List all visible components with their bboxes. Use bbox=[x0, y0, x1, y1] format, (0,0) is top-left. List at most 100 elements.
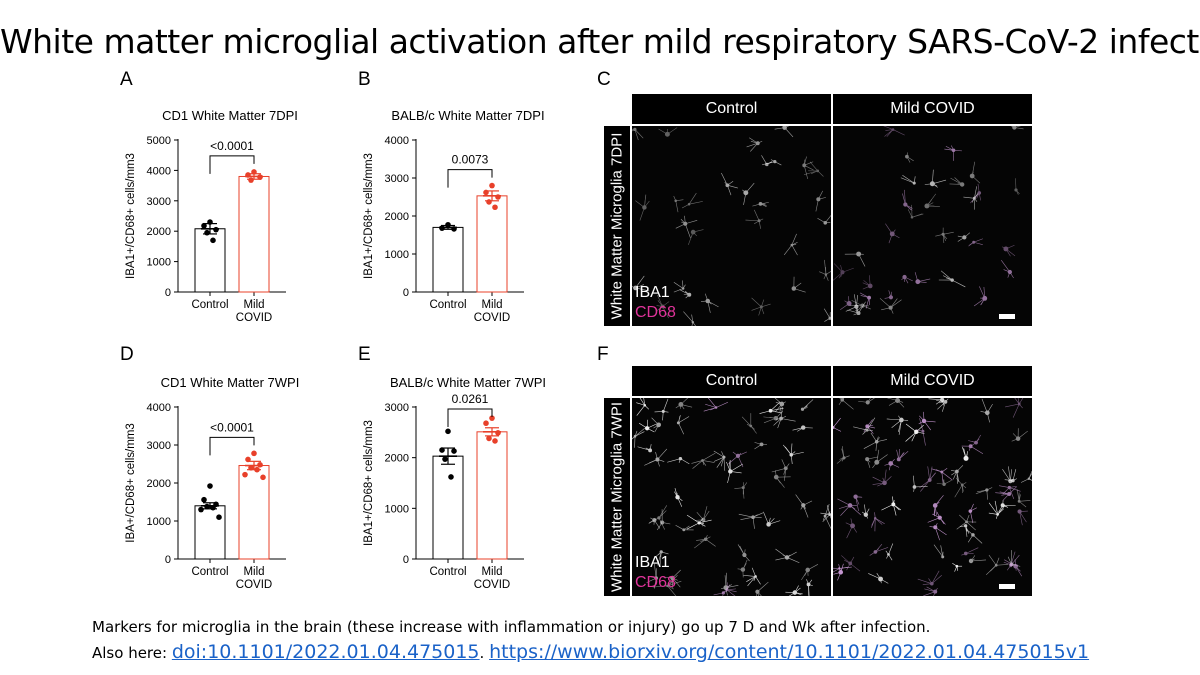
microglia-cell bbox=[1001, 259, 1014, 279]
microglia-cell bbox=[879, 298, 902, 314]
p-value-label: 0.0073 bbox=[452, 153, 489, 167]
panel-letter-a: A bbox=[120, 69, 133, 90]
side-label-text: White Matter Microglia 7DPI bbox=[608, 132, 626, 320]
microglia-cell bbox=[700, 293, 719, 313]
microglia-cell bbox=[681, 192, 703, 209]
microglia-cell bbox=[1002, 244, 1016, 257]
microglia-cell bbox=[823, 308, 831, 322]
chart-b: BALB/c White Matter 7DPI IBA1+/CD68+ cell… bbox=[363, 108, 545, 324]
biorxiv-link[interactable]: https://www.biorxiv.org/content/10.1101/… bbox=[489, 641, 1090, 663]
microglia-cell bbox=[907, 204, 924, 219]
microglia-cell bbox=[923, 586, 938, 596]
microglia-cell bbox=[931, 467, 953, 483]
panel-letter-e: E bbox=[358, 344, 371, 365]
microglia-cell bbox=[1007, 550, 1021, 567]
stain-label-iba1: IBA1 bbox=[635, 554, 670, 571]
microglia-cell bbox=[638, 419, 657, 433]
microglia-cell bbox=[663, 569, 681, 588]
x-tick-label: Control bbox=[191, 299, 228, 311]
microglia-cell bbox=[802, 156, 814, 179]
chart-title: CD1 White Matter 7DPI bbox=[162, 108, 298, 123]
microglia-cell bbox=[754, 442, 767, 450]
data-point bbox=[210, 504, 216, 511]
x-tick-label: COVID bbox=[236, 579, 272, 591]
data-point bbox=[210, 237, 216, 244]
panel-letter-c: C bbox=[597, 69, 611, 90]
microglia-cell bbox=[965, 528, 983, 544]
data-point bbox=[486, 199, 492, 205]
microglia-cell bbox=[900, 175, 916, 185]
x-tick-label: COVID bbox=[474, 579, 510, 591]
microglia-cell bbox=[1014, 178, 1020, 195]
microglia-cell bbox=[936, 479, 952, 486]
microglia-cell bbox=[836, 446, 850, 464]
microglia-cell bbox=[918, 411, 936, 431]
microglia-cell bbox=[885, 543, 894, 561]
microglia-cell bbox=[924, 169, 947, 188]
microglia-cell bbox=[859, 292, 871, 309]
chart-e: BALB/c White Matter 7WPI IBA1+/CD68+ cell… bbox=[363, 375, 546, 591]
microglia-cell bbox=[721, 582, 737, 596]
microglia-cell bbox=[884, 290, 894, 300]
data-point bbox=[242, 471, 248, 478]
microglia-cell bbox=[815, 190, 826, 212]
y-tick-label: 4000 bbox=[147, 402, 171, 414]
data-point bbox=[198, 506, 204, 513]
microglia-cell bbox=[936, 398, 949, 412]
microglia-cell bbox=[932, 495, 944, 517]
y-tick-label: 1000 bbox=[385, 503, 409, 515]
y-tick-label: 4000 bbox=[385, 135, 409, 147]
microglia-cell bbox=[675, 525, 694, 532]
x-tick-label: Mild bbox=[243, 566, 264, 578]
microglia-cell bbox=[675, 215, 698, 238]
data-point bbox=[248, 177, 254, 183]
significance-bracket bbox=[209, 155, 255, 174]
y-tick-label: 0 bbox=[165, 287, 171, 299]
microglia-cell bbox=[679, 289, 692, 299]
microglia-cell bbox=[844, 251, 866, 267]
data-point bbox=[245, 456, 251, 463]
data-point bbox=[257, 461, 263, 468]
side-label-bar: White Matter Microglia 7DPI bbox=[604, 126, 630, 326]
microglia-cell bbox=[676, 414, 690, 435]
p-value-label: <0.0001 bbox=[210, 139, 254, 153]
microglia-cell bbox=[654, 398, 669, 421]
microglia-cell bbox=[912, 475, 928, 492]
y-tick-label: 1000 bbox=[147, 516, 171, 528]
microglia-cell bbox=[969, 161, 981, 184]
significance-bracket bbox=[209, 436, 255, 456]
y-tick-label: 4000 bbox=[147, 165, 171, 177]
microglia-cell bbox=[968, 434, 982, 447]
page-title: White matter microglial activation after… bbox=[0, 22, 1200, 61]
microglia-cell bbox=[1005, 398, 1024, 418]
microglia-cell bbox=[751, 297, 771, 316]
microglia-cell bbox=[822, 504, 831, 529]
data-point bbox=[489, 182, 495, 189]
microglia-cell bbox=[886, 415, 909, 435]
microglia-cell bbox=[845, 518, 858, 539]
data-point bbox=[451, 448, 457, 454]
microglia-cell bbox=[968, 555, 986, 564]
x-tick-label: Control bbox=[191, 566, 228, 578]
microglia-cell bbox=[734, 482, 748, 499]
microglia-cell bbox=[783, 233, 798, 256]
column-header-control: Control bbox=[632, 366, 831, 396]
micrograph-covid-7dpi bbox=[833, 126, 1032, 326]
microglia-cell bbox=[841, 555, 861, 572]
scale-bar bbox=[999, 314, 1015, 319]
data-point bbox=[445, 221, 451, 228]
microglia-cell bbox=[973, 286, 988, 307]
data-point bbox=[251, 450, 257, 457]
microglia-cell bbox=[795, 494, 813, 518]
y-axis-label: IBA1+/CD68+ cells/mm3 bbox=[363, 153, 375, 279]
microglia-cell bbox=[980, 398, 993, 423]
microglia-cell bbox=[837, 498, 861, 516]
microglia-cell bbox=[917, 570, 942, 586]
bar bbox=[432, 455, 464, 560]
doi-link[interactable]: doi:10.1101/2022.01.04.475015 bbox=[171, 641, 480, 663]
data-point bbox=[216, 514, 222, 520]
data-point bbox=[204, 229, 210, 236]
microglia-cell bbox=[956, 514, 977, 531]
micrograph-panel-f: White Matter Microglia 7WPI Control Mild… bbox=[604, 366, 1034, 598]
data-point bbox=[213, 226, 219, 233]
